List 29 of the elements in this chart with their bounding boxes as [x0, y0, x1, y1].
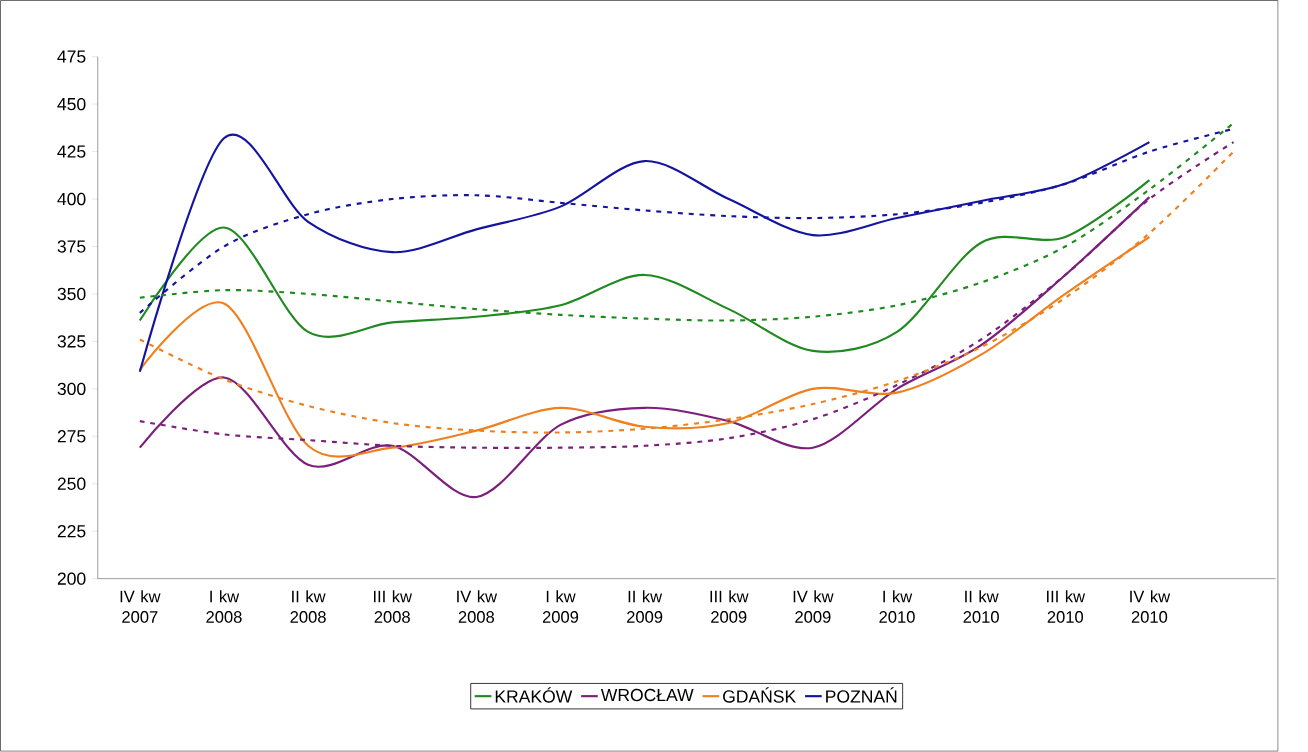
- x-tick-label: I kw 2009: [542, 590, 579, 624]
- x-tick-label: II kw 2009: [627, 590, 663, 624]
- y-tick-label: 400: [57, 192, 86, 206]
- x-tick-label: IV kw 2009: [793, 590, 834, 624]
- x-tick-label: I kw 2008: [206, 590, 242, 624]
- x-tick-label: II kw 2008: [290, 590, 326, 624]
- y-tick-label: 225: [57, 525, 86, 538]
- x-tick-label: II kw 2010: [963, 590, 999, 624]
- y-tick-label: 275: [57, 430, 86, 443]
- y-tick-label: 375: [57, 240, 86, 253]
- legend-label: WROCŁAW: [600, 688, 694, 702]
- x-tick-label: IV kw 2008: [457, 590, 498, 624]
- x-tick-label: III kw 2009: [710, 590, 749, 624]
- y-tick-label: 200: [57, 572, 86, 586]
- legend-label: POZNAŃ: [826, 687, 897, 703]
- y-tick-label: 475: [57, 50, 86, 63]
- y-tick-label: 350: [57, 287, 86, 301]
- legend-label: GDAŃSK: [723, 687, 796, 703]
- y-tick-label: 425: [57, 145, 86, 158]
- y-tick-label: 325: [57, 335, 86, 348]
- x-tick-label: IV kw 2007: [120, 590, 161, 624]
- y-tick-label: 300: [57, 382, 86, 396]
- y-tick-label: 250: [57, 477, 86, 491]
- x-tick-label: I kw 2010: [879, 590, 915, 624]
- x-tick-label: III kw 2010: [1047, 590, 1086, 624]
- x-tick-label: IV kw 2010: [1130, 590, 1171, 624]
- y-tick-label: 450: [57, 98, 86, 111]
- legend-label: KRAKÓW: [495, 687, 573, 703]
- x-tick-label: III kw 2008: [373, 590, 413, 624]
